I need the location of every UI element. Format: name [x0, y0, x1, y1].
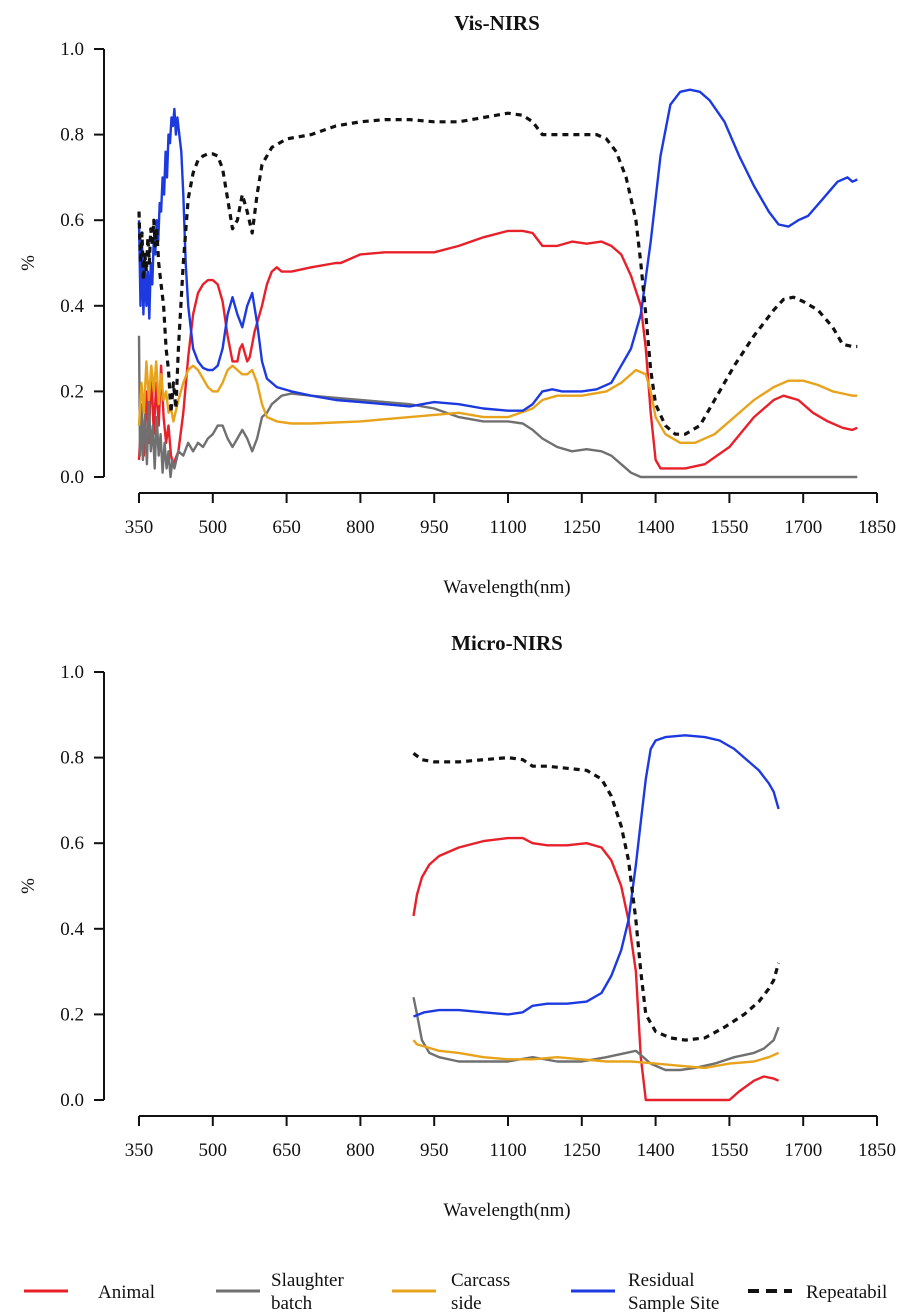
x-tick-label: 1700 — [784, 517, 822, 538]
x-tick-label: 800 — [346, 517, 375, 538]
vis-nirs-panel: Vis-NIRS % Wavelength(nm) 0.00.20.40.60.… — [18, 11, 896, 598]
y-axis-label: % — [18, 255, 39, 271]
chart-title: Vis-NIRS — [454, 11, 540, 35]
series-line-animal — [412, 836, 780, 1102]
x-tick-label: 350 — [125, 1140, 154, 1161]
x-axis: 350 500 650 800 950 1100 1250 1400 1550 1700 1850 — [125, 492, 896, 538]
x-tick-label: 1550 — [710, 517, 748, 538]
y-axis: 0.0 0.2 0.4 0.6 0.8 1.0 — [60, 39, 105, 488]
legend-label: Repeatabil — [806, 1282, 887, 1303]
legend-label: Residual — [628, 1270, 695, 1291]
legend-label: Carcass — [451, 1270, 510, 1291]
x-tick-label: 650 — [272, 517, 301, 538]
x-tick-label: 650 — [272, 1140, 301, 1161]
x-tick-label: 1250 — [563, 1140, 601, 1161]
legend-label: batch — [271, 1293, 313, 1312]
y-tick-label: 0.4 — [60, 919, 84, 940]
x-tick-label: 1550 — [710, 1140, 748, 1161]
series-line-repeatabil — [412, 752, 781, 1042]
series-layer — [137, 88, 858, 479]
series-line-slaughter-batch — [412, 997, 780, 1072]
x-tick-label: 350 — [125, 517, 154, 538]
x-tick-label: 950 — [420, 517, 449, 538]
x-tick-label: 1400 — [637, 1140, 675, 1161]
y-tick-label: 0.0 — [60, 1090, 84, 1111]
y-tick-label: 0.0 — [60, 467, 84, 488]
x-tick-label: 800 — [346, 1140, 375, 1161]
series-line-carcass-side — [412, 1039, 780, 1070]
x-tick-label: 1850 — [858, 517, 896, 538]
y-tick-label: 0.2 — [60, 381, 84, 402]
legend: Animal Slaughter batch Carcass side Residual S… — [24, 1270, 887, 1312]
legend-item: Carcass side — [392, 1270, 510, 1312]
x-tick-label: 1100 — [489, 1140, 526, 1161]
legend-label: side — [451, 1293, 482, 1312]
series-line-slaughter-batch — [137, 335, 858, 479]
y-tick-label: 0.6 — [60, 210, 84, 231]
x-axis: 350 500 650 800 950 1100 1250 1400 1550 1700 1850 — [125, 1115, 896, 1161]
y-tick-label: 0.2 — [60, 1004, 84, 1025]
x-axis-label: Wavelength(nm) — [443, 1200, 570, 1221]
chart-title: Micro-NIRS — [451, 631, 563, 655]
x-tick-label: 500 — [199, 517, 228, 538]
micro-nirs-panel: Micro-NIRS % Wavelength(nm) 0.0 0.2 0.4 0.6… — [18, 631, 896, 1221]
x-tick-label: 1100 — [489, 517, 526, 538]
y-tick-label: 0.4 — [60, 296, 84, 317]
legend-item: Residual Sample Site — [571, 1270, 719, 1312]
series-layer — [412, 734, 781, 1102]
series-line-repeatabil — [137, 111, 858, 436]
y-tick-label: 1.0 — [60, 39, 84, 60]
y-tick-label: 0.8 — [60, 748, 84, 769]
legend-item: Animal — [24, 1282, 155, 1303]
legend-label: Sample Site — [628, 1293, 719, 1312]
x-tick-label: 1850 — [858, 1140, 896, 1161]
series-line-animal — [137, 229, 858, 470]
legend-item: Slaughter batch — [216, 1270, 344, 1312]
x-tick-label: 1400 — [637, 517, 675, 538]
y-tick-label: 0.8 — [60, 125, 84, 146]
x-axis-label: Wavelength(nm) — [443, 577, 570, 598]
y-axis: 0.0 0.2 0.4 0.6 0.8 1.0 — [60, 662, 105, 1111]
x-tick-label: 500 — [199, 1140, 228, 1161]
y-axis-label: % — [18, 878, 39, 894]
x-tick-label: 1700 — [784, 1140, 822, 1161]
y-tick-label: 0.6 — [60, 833, 84, 854]
legend-label: Slaughter — [271, 1270, 344, 1291]
legend-label: Animal — [98, 1282, 155, 1303]
x-tick-label: 950 — [420, 1140, 449, 1161]
series-line-residual-sample-site — [137, 88, 858, 412]
legend-item: Repeatabil — [748, 1282, 887, 1303]
series-line-carcass-side — [137, 360, 858, 444]
y-tick-label: 1.0 — [60, 662, 84, 683]
x-tick-label: 1250 — [563, 517, 601, 538]
